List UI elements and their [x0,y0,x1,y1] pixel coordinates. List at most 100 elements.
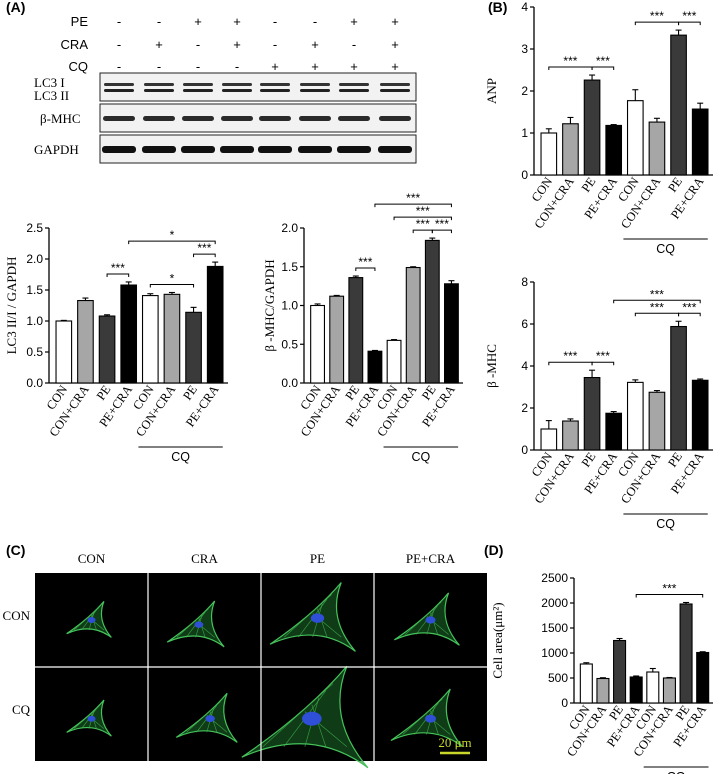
y-tick-label: 2000 [541,596,568,610]
y-tick-label: 1 [521,126,528,140]
bar [77,299,94,384]
treatment-label: CQ [69,59,89,74]
bar [185,311,202,384]
band-gapdh [181,146,215,153]
micrograph-column-label: PE+CRA [406,551,456,566]
cell-nucleus [302,711,322,726]
bar [405,266,421,384]
bar [679,603,693,704]
treatment-table: PE - - + + - - + + CRA - + - + - + - + CQ - - - - + + + + [61,14,399,74]
treatment-sign: - [117,14,121,29]
y-tick-label: 500 [548,671,568,685]
band-mhc [299,116,331,121]
treatment-sign: + [350,14,358,29]
y-tick-label: 2.0 [281,221,298,235]
band-mhc [182,116,214,121]
actin-fiber [73,607,100,631]
treatment-sign: + [391,37,399,52]
actin-fiber [311,704,327,747]
y-tick-label: 4 [521,359,528,373]
significance-bracket [355,267,376,272]
cell-nucleus [205,715,215,723]
y-axis-label: Cell area(μm²) [490,602,505,678]
band-lc3-i [339,83,369,86]
band-gapdh [220,146,254,153]
bar [629,676,643,704]
significance-bracket [591,361,615,366]
band-mhc [379,116,411,121]
treatment-sign: - [157,14,161,29]
treatment-sign: + [155,37,163,52]
actin-fiber [262,683,334,747]
actin-fiber [404,601,442,635]
bar [540,132,558,176]
band-gapdh [258,146,292,153]
actin-fiber [198,618,206,638]
treatment-sign: - [196,59,200,74]
bar [583,376,601,451]
treatment-sign: - [235,59,239,74]
significance-label: *** [682,9,696,23]
y-tick-label: 2 [521,84,528,98]
bar [579,663,593,704]
y-tick-label: 2 [521,401,528,415]
band-lc3-ii [300,89,330,92]
bar [691,379,709,451]
y-tick-label: 2500 [541,571,568,585]
cq-label: CQ [667,770,686,774]
significance-label: *** [563,349,577,363]
cq-label: CQ [411,450,430,464]
cell-nucleus [87,715,96,722]
band-lc3-i [144,83,174,86]
band-lc3-i [183,83,213,86]
band-gapdh [142,146,176,153]
significance-label: *** [682,300,696,314]
significance-label: *** [650,9,664,23]
treatment-sign: - [352,37,356,52]
treatment-sign: - [313,14,317,29]
gapdh-blot-label: GAPDH [34,142,79,157]
significance-bracket [193,253,216,258]
actin-fiber [317,608,328,638]
significance-label: *** [416,217,430,231]
significance-label: *** [650,300,664,314]
significance-label: *** [406,191,420,205]
significance-bracket [128,240,216,245]
y-tick-label: 2.5 [26,221,43,235]
actin-fiber [186,701,221,733]
bar [562,123,579,176]
y-tick-label: 0.0 [281,376,298,390]
band-mhc [103,116,135,121]
band-lc3-i [380,83,410,86]
bar [98,315,116,384]
cell-nucleus [425,616,436,624]
bar [329,295,345,384]
significance-bracket [591,66,615,71]
mhc-blot-label: β-MHC [40,111,81,126]
treatment-sign: - [117,59,121,74]
y-tick-label: 1.0 [26,314,43,328]
scale-bar-label: 20 μm [438,735,471,750]
treatment-label: PE [71,14,89,29]
actin-fiber [284,594,332,638]
significance-label: *** [596,349,610,363]
y-tick-label: 6 [521,317,528,331]
y-tick-label: 0.5 [281,337,298,351]
bar [55,320,73,384]
panel-label-d: (D) [484,542,503,558]
bar [626,100,644,176]
cq-label: CQ [656,242,675,256]
y-tick-label: 4 [521,0,528,14]
band-lc3-ii [380,89,410,92]
bar [424,239,440,384]
actin-fiber [73,706,100,729]
significance-bracket [431,229,452,234]
band-mhc [259,116,291,121]
cq-label: CQ [171,450,190,464]
y-axis-label: β -MHC/GAPDH [262,259,277,351]
bar [540,428,558,451]
bar [613,639,627,704]
